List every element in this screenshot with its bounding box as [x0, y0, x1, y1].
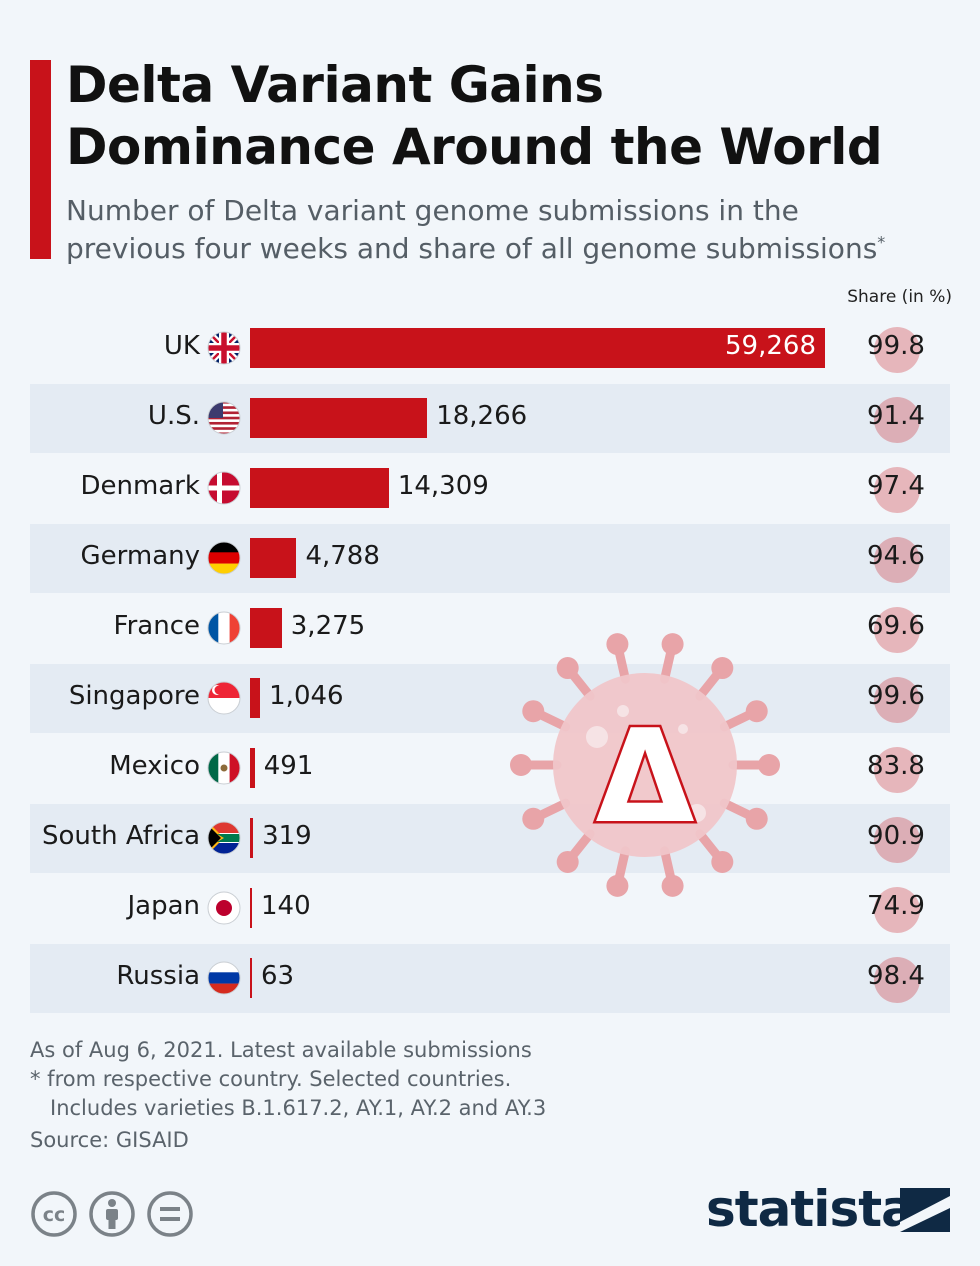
- south-africa-flag-icon: [207, 821, 241, 855]
- bar: [250, 958, 252, 998]
- share-label: 90.9: [867, 821, 925, 851]
- row-band: [30, 944, 950, 1013]
- share-bubble: [874, 397, 920, 443]
- country-label: Japan: [127, 891, 200, 921]
- country-label: Singapore: [68, 681, 200, 711]
- denmark-flag-icon: [207, 471, 241, 505]
- share-bubble: [874, 327, 920, 373]
- share-bubble: [874, 747, 920, 793]
- bar: [250, 608, 282, 648]
- no-derivatives-icon[interactable]: [146, 1190, 194, 1238]
- share-label: 83.8: [867, 751, 925, 781]
- row-band: [30, 384, 950, 453]
- share-label: 74.9: [867, 891, 925, 921]
- value-label: 4,788: [305, 541, 380, 571]
- mexico-flag-icon: [207, 751, 241, 785]
- bar: [250, 468, 389, 508]
- country-label: France: [113, 611, 200, 641]
- bar: [250, 328, 825, 368]
- note-asterisk: * from respective country. Selected coun…: [30, 1067, 512, 1091]
- bar: [250, 398, 428, 438]
- share-bubble: [874, 677, 920, 723]
- singapore-flag-icon: [207, 681, 241, 715]
- cc-icon[interactable]: cc: [30, 1190, 78, 1238]
- country-label: Mexico: [109, 751, 200, 781]
- row-band: [30, 804, 950, 873]
- value-label: 63: [261, 961, 295, 991]
- subtitle-line-2: previous four weeks and share of all gen…: [66, 232, 878, 265]
- bar: [250, 678, 261, 718]
- note-varieties: Includes varieties B.1.617.2, AY.1, AY.2…: [50, 1096, 547, 1120]
- svg-text:cc: cc: [43, 1204, 66, 1226]
- subtitle-asterisk: *: [877, 232, 886, 252]
- share-bubble: [874, 957, 920, 1003]
- share-column-header: Share (in %): [847, 287, 952, 307]
- title-line-2: Dominance Around the World: [66, 118, 883, 176]
- share-bubble: [874, 817, 920, 863]
- share-bubble: [874, 607, 920, 653]
- value-label: 319: [262, 821, 312, 851]
- chart-title: Delta Variant Gains Dominance Around the …: [66, 54, 966, 178]
- share-label: 98.4: [867, 961, 925, 991]
- share-label: 99.6: [867, 681, 925, 711]
- country-label: UK: [163, 331, 200, 361]
- country-label: Germany: [80, 541, 200, 571]
- share-label: 94.6: [867, 541, 925, 571]
- bar: [250, 748, 255, 788]
- uk-flag-icon: [207, 331, 241, 365]
- france-flag-icon: [207, 611, 241, 645]
- us-flag-icon: [207, 401, 241, 435]
- value-label: 59,268: [725, 331, 816, 361]
- value-label: 1,046: [269, 681, 344, 711]
- germany-flag-icon: [207, 541, 241, 575]
- country-label: Denmark: [80, 471, 200, 501]
- value-label: 14,309: [397, 471, 489, 501]
- russia-flag-icon: [207, 961, 241, 995]
- title-accent-bar: [30, 60, 51, 259]
- bar: [250, 538, 297, 578]
- chart-notes: As of Aug 6, 2021. Latest available subm…: [30, 1036, 546, 1155]
- country-label: Russia: [116, 961, 200, 991]
- share-label: 99.8: [867, 331, 925, 361]
- japan-flag-icon: [207, 891, 241, 925]
- share-bubble: [874, 887, 920, 933]
- note-date: As of Aug 6, 2021. Latest available subm…: [30, 1038, 532, 1062]
- country-label: South Africa: [42, 821, 200, 851]
- share-label: 91.4: [867, 401, 925, 431]
- value-label: 18,266: [436, 401, 528, 431]
- title-line-1: Delta Variant Gains: [66, 56, 604, 114]
- share-bubble: [874, 537, 920, 583]
- row-band: [30, 524, 950, 593]
- value-label: 491: [263, 751, 314, 781]
- delta-symbol: Δ: [595, 703, 694, 852]
- attribution-icon[interactable]: [88, 1190, 136, 1238]
- bar: [250, 818, 254, 858]
- statista-logo-text: statista: [706, 1180, 915, 1238]
- bar: [250, 888, 252, 928]
- country-label: U.S.: [147, 401, 200, 431]
- statista-logo-icon: [900, 1188, 950, 1232]
- value-label: 140: [261, 891, 311, 921]
- row-band: [30, 664, 950, 733]
- share-bubble: [874, 467, 920, 513]
- share-label: 69.6: [867, 611, 925, 641]
- virus-icon: Δ: [510, 633, 780, 897]
- share-label: 97.4: [867, 471, 925, 501]
- subtitle-line-1: Number of Delta variant genome submissio…: [66, 194, 799, 227]
- source-note: Source: GISAID: [30, 1128, 189, 1152]
- value-label: 3,275: [290, 611, 366, 641]
- chart-subtitle: Number of Delta variant genome submissio…: [66, 192, 966, 268]
